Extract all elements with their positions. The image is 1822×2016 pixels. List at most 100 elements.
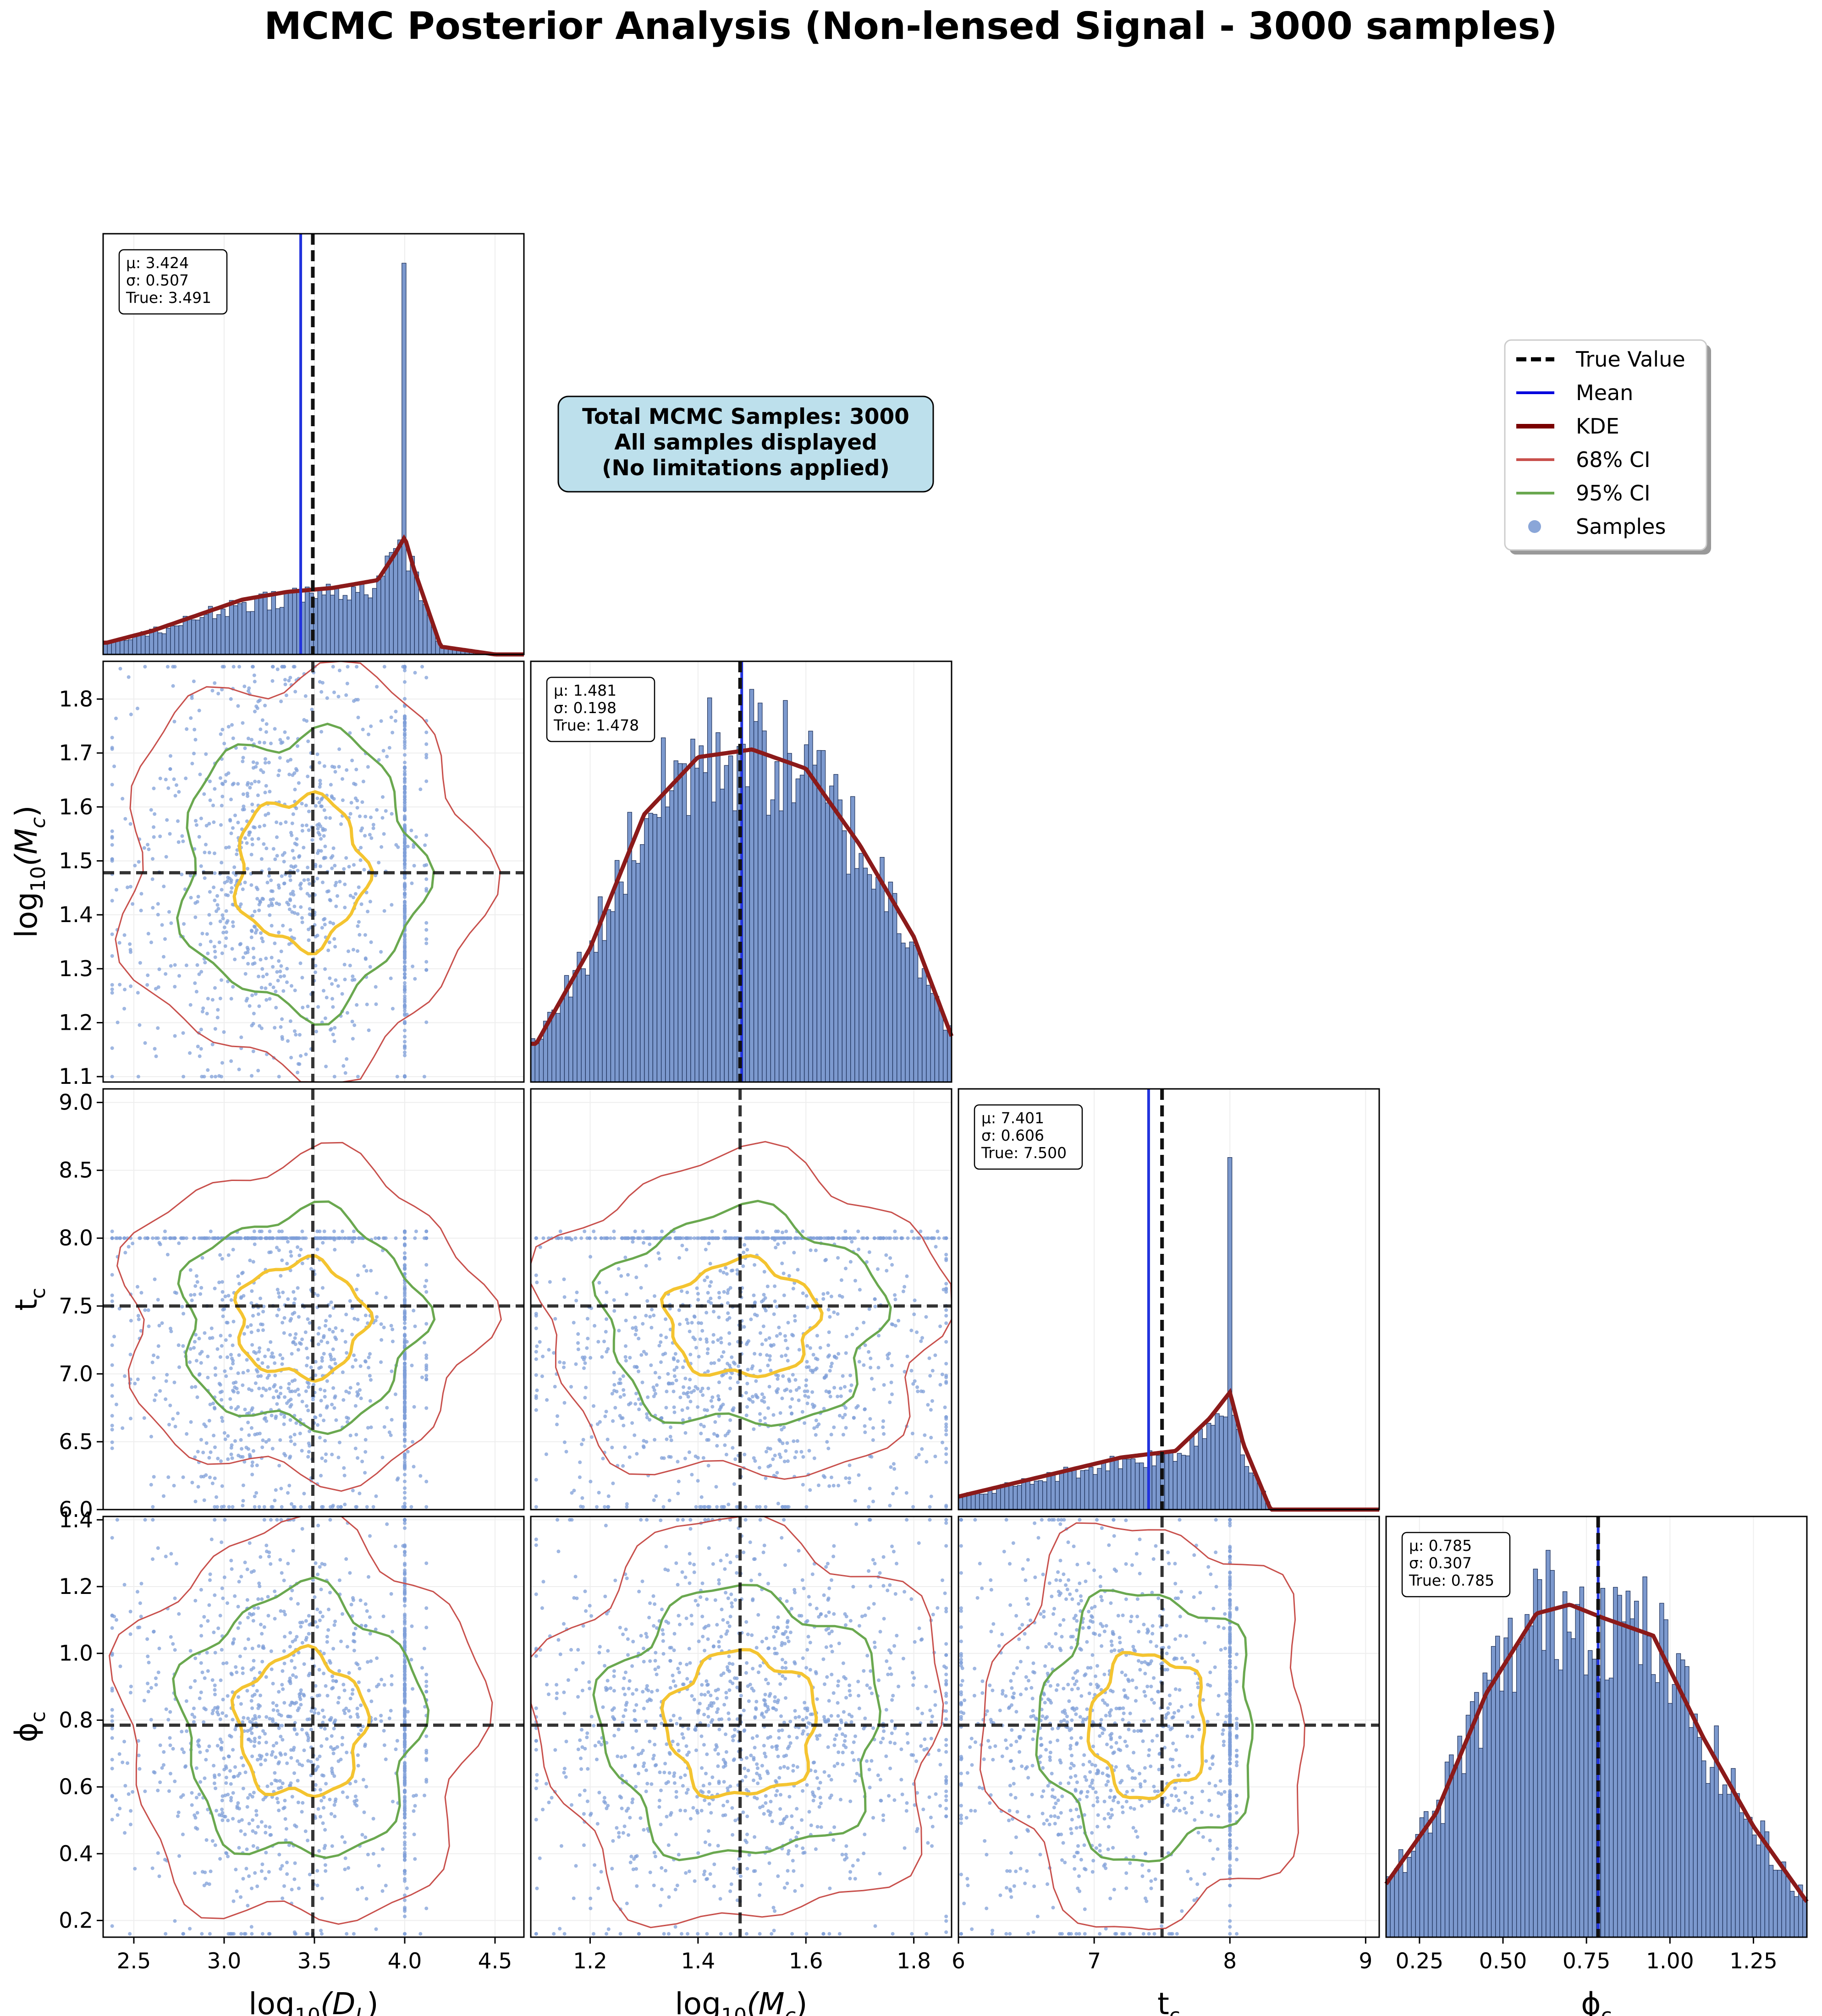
sample-point (175, 783, 178, 787)
hist-bar (1109, 1456, 1115, 1510)
hist-bar (1575, 1604, 1580, 1938)
sample-point (336, 695, 341, 698)
sample-point (352, 863, 356, 867)
sample-point (395, 1739, 399, 1743)
sample-point (176, 1810, 181, 1814)
sample-point (592, 1404, 595, 1408)
hist-bar (1134, 1462, 1140, 1510)
sample-point (332, 1236, 336, 1240)
sample-point (280, 1258, 284, 1262)
sample-point (377, 861, 381, 865)
sample-point (626, 1273, 630, 1277)
sample-point (706, 1291, 710, 1295)
hist-bar (1718, 1794, 1723, 1938)
sample-point (198, 772, 202, 776)
sample-point (943, 1405, 947, 1409)
sample-point (742, 1325, 746, 1329)
sample-point (375, 808, 379, 812)
sample-point (293, 1442, 297, 1446)
sample-point (234, 1665, 238, 1669)
sample-point (812, 1426, 816, 1430)
sample-point (350, 758, 354, 763)
sample-point (193, 738, 198, 742)
sample-point (269, 898, 273, 902)
sample-point (231, 1247, 235, 1252)
sample-point (368, 1352, 372, 1356)
sample-point (297, 781, 301, 785)
sample-point (604, 1329, 608, 1334)
sample-point (300, 1337, 304, 1341)
sample-point (258, 1024, 262, 1028)
sample-point (316, 1807, 320, 1811)
sample-point (681, 1365, 685, 1369)
sample-point (209, 939, 213, 944)
hist-bar (724, 765, 729, 1082)
sample-point (247, 1387, 251, 1391)
sample-point (220, 1419, 225, 1423)
sample-point (229, 890, 233, 894)
sample-point (424, 1505, 429, 1509)
sample-point (152, 835, 156, 839)
sample-point (156, 985, 160, 989)
sample-point (259, 986, 264, 990)
sample-point (251, 1049, 255, 1054)
sample-point (116, 1021, 120, 1024)
sample-point (641, 1322, 645, 1326)
sample-point (206, 997, 210, 1001)
sample-point (890, 1363, 894, 1368)
sample-point (863, 1424, 867, 1428)
sample-point (805, 1401, 809, 1406)
sample-point (250, 837, 254, 841)
sample-point (772, 1343, 776, 1347)
sample-point (184, 963, 188, 967)
hist-bar (1093, 1474, 1098, 1510)
sample-point (149, 1483, 153, 1487)
sample-point (574, 1362, 578, 1366)
sample-point (717, 1380, 721, 1384)
sample-point (330, 1402, 334, 1406)
sample-point (605, 1236, 609, 1240)
sample-point (264, 1440, 268, 1444)
sample-point (275, 1287, 280, 1291)
sample-point (659, 1360, 663, 1364)
hist-bar (1411, 1851, 1416, 1938)
sample-point (290, 1352, 294, 1356)
hist-bar (1206, 1423, 1211, 1510)
hist-bar (863, 868, 868, 1082)
sample-point (797, 1398, 801, 1402)
sample-point (786, 1236, 790, 1240)
sample-point (340, 1742, 344, 1747)
sample-point (128, 1932, 132, 1936)
sample-point (254, 885, 259, 890)
sample-point (936, 1229, 940, 1233)
sample-point (873, 1297, 877, 1301)
sample-point (617, 1267, 621, 1271)
sample-point (288, 1418, 292, 1422)
sample-point (282, 1884, 286, 1888)
sample-point (612, 1371, 616, 1374)
sample-point (787, 1274, 791, 1278)
sample-point (348, 963, 352, 967)
sample-point (286, 1491, 290, 1495)
sample-point (142, 846, 146, 850)
sample-point (851, 1236, 855, 1240)
sample-point (164, 777, 168, 781)
sample-point (121, 1760, 125, 1764)
sample-point (403, 972, 407, 976)
hist-bar (677, 763, 683, 1082)
sample-point (403, 1236, 407, 1240)
sample-point (172, 1483, 176, 1488)
sample-point (218, 1857, 222, 1861)
sample-point (253, 780, 257, 784)
sample-point (410, 881, 414, 885)
sample-point (776, 1373, 780, 1378)
sample-point (250, 1023, 254, 1027)
sample-point (199, 816, 203, 820)
sample-point (723, 1229, 727, 1233)
sample-point (927, 1356, 931, 1360)
sample-point (344, 1313, 348, 1317)
sample-point (855, 1326, 859, 1330)
hist-bar (372, 588, 377, 655)
sample-point (677, 1479, 681, 1483)
sample-point (287, 1679, 292, 1683)
